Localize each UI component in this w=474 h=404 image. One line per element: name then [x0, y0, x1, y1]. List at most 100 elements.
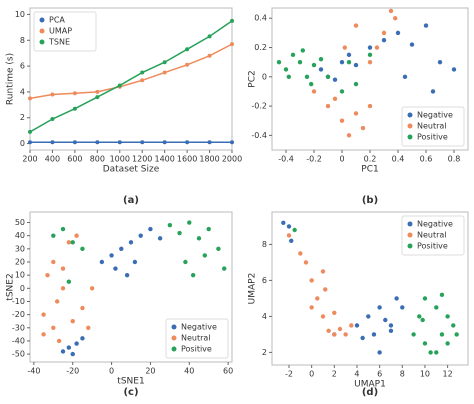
point: [332, 332, 337, 337]
point: [167, 222, 173, 228]
point: [388, 328, 394, 333]
legend-marker: [171, 324, 177, 330]
point: [353, 62, 359, 68]
legend-box: [401, 106, 465, 147]
series-line: [29, 20, 233, 133]
y-tick-label: 0.2: [254, 43, 267, 52]
point: [437, 59, 443, 65]
point: [339, 59, 345, 65]
point: [283, 67, 289, 72]
point: [177, 230, 182, 236]
point: [343, 332, 348, 337]
point: [183, 259, 188, 265]
panel-label: (c): [123, 387, 138, 398]
legend-marker: [407, 123, 413, 129]
x-tick-label: 2000: [222, 155, 242, 164]
legend-marker: [407, 134, 413, 140]
point: [60, 266, 66, 271]
point: [366, 314, 371, 319]
point: [311, 62, 317, 68]
y-tick-label: 20: [15, 258, 25, 267]
point: [148, 226, 153, 232]
x-tick-label: 0.6: [420, 155, 433, 164]
y-tick-label: 8: [20, 36, 25, 45]
point: [402, 74, 408, 80]
y-tick-label: 2: [262, 348, 267, 357]
point: [45, 272, 50, 278]
point: [367, 103, 373, 109]
legend-box: [165, 318, 229, 359]
point: [185, 47, 190, 52]
point: [439, 292, 445, 297]
y-tick-label: 30: [15, 244, 25, 253]
point: [339, 118, 345, 123]
x-tick-label: 1800: [199, 155, 219, 164]
x-tick-label: 8: [400, 370, 405, 379]
legend-label: UMAP: [49, 27, 72, 36]
point: [41, 332, 46, 337]
point: [371, 332, 377, 337]
point: [207, 34, 212, 39]
x-tick-label: -40: [27, 367, 40, 376]
point: [423, 23, 429, 28]
panel-label: (d): [362, 387, 378, 398]
point: [309, 278, 314, 283]
legend-label: Neutral: [181, 334, 211, 343]
point: [332, 77, 338, 82]
y-tick-label: -30: [12, 323, 25, 332]
point: [346, 59, 352, 65]
point: [140, 78, 145, 83]
point: [185, 62, 190, 67]
legend-label: Neutral: [417, 231, 447, 240]
point: [318, 57, 324, 62]
point: [206, 226, 211, 232]
point: [292, 227, 297, 233]
point: [297, 59, 303, 65]
point: [51, 325, 56, 330]
x-tick-label: 10: [420, 370, 430, 379]
point: [128, 240, 134, 245]
point: [72, 91, 77, 96]
x-axis-label: UMAP1: [354, 380, 386, 390]
x-tick-label: 0.2: [364, 155, 377, 164]
legend-marker: [407, 243, 413, 249]
point: [86, 325, 91, 330]
point: [377, 350, 382, 355]
point: [80, 336, 85, 341]
point: [289, 238, 294, 243]
point: [28, 96, 32, 101]
point: [202, 253, 208, 258]
point: [80, 305, 85, 311]
point: [309, 81, 314, 87]
point: [41, 312, 46, 317]
point: [162, 140, 167, 145]
point: [230, 42, 234, 47]
point: [28, 140, 32, 145]
point: [332, 96, 338, 101]
point: [311, 89, 317, 94]
legend-label: Negative: [181, 323, 217, 332]
x-tick-label: 2: [332, 370, 337, 379]
point: [422, 296, 428, 301]
point: [80, 246, 85, 252]
legend-marker: [407, 221, 413, 227]
panel-label: (b): [362, 195, 378, 206]
point: [367, 52, 373, 58]
y-tick-label: 0: [20, 139, 25, 148]
point: [374, 45, 380, 50]
legend-label: Negative: [417, 220, 453, 229]
x-tick-label: 1400: [154, 155, 174, 164]
point: [388, 323, 394, 328]
point: [451, 67, 457, 72]
x-tick-label: 40: [184, 367, 194, 376]
x-tick-label: 0: [309, 370, 314, 379]
x-tick-label: 1000: [110, 155, 130, 164]
point: [353, 111, 359, 116]
x-tick-label: 12: [443, 370, 453, 379]
panel-label: (a): [123, 195, 139, 206]
point: [109, 253, 114, 258]
point: [393, 16, 398, 21]
x-axis-label: PC1: [361, 165, 378, 175]
point: [381, 38, 387, 43]
x-tick-label: -0.2: [306, 155, 322, 164]
